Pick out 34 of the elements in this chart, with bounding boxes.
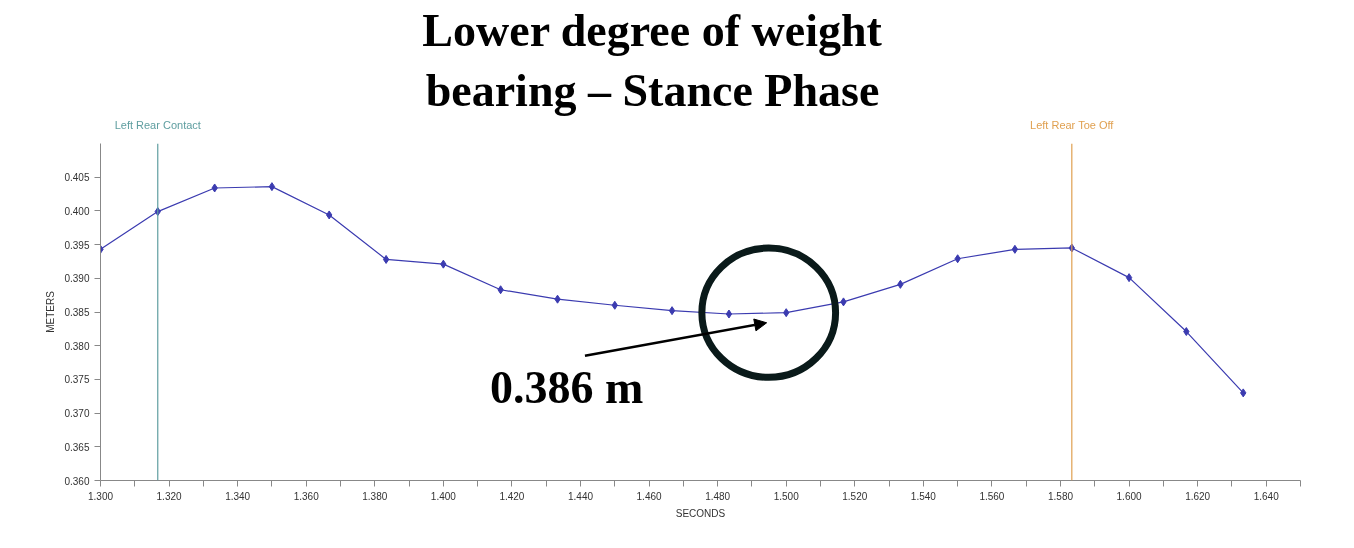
x-tick-label: 1.340 bbox=[225, 490, 251, 502]
y-tick-label: 0.360 bbox=[64, 475, 90, 487]
x-tick-label: 1.620 bbox=[1185, 490, 1211, 502]
x-tick-label: 1.540 bbox=[910, 490, 937, 502]
y-axis-title: METERS bbox=[45, 290, 57, 333]
x-tick-label: 1.420 bbox=[499, 490, 525, 502]
x-tick-label: 1.460 bbox=[636, 490, 663, 502]
x-tick-label: 1.580 bbox=[1047, 490, 1074, 502]
ref-line-label: Left Rear Toe Off bbox=[1030, 119, 1115, 132]
x-axis-title: SECONDS bbox=[675, 507, 726, 519]
y-tick-label: 0.390 bbox=[64, 273, 90, 285]
x-tick-label: 1.300 bbox=[87, 490, 114, 502]
y-tick-label: 0.385 bbox=[64, 307, 90, 318]
x-tick-label: 1.440 bbox=[567, 490, 594, 502]
x-tick-label: 1.500 bbox=[773, 490, 800, 502]
annotation: 0.386 m bbox=[490, 362, 644, 414]
y-tick-label: 0.375 bbox=[64, 374, 90, 386]
x-tick-label: 1.600 bbox=[1116, 490, 1143, 502]
y-tick-label: 0.395 bbox=[64, 239, 90, 251]
y-tick-label: 0.370 bbox=[64, 408, 90, 420]
x-tick-label: 1.480 bbox=[705, 490, 731, 502]
y-tick-label: 0.405 bbox=[64, 172, 90, 184]
x-tick-label: 1.360 bbox=[293, 490, 320, 502]
y-tick-label: 0.400 bbox=[64, 205, 90, 217]
x-tick-label: 1.640 bbox=[1253, 490, 1280, 502]
y-tick-label: 0.380 bbox=[64, 340, 90, 352]
y-tick-label: 0.365 bbox=[64, 441, 90, 453]
x-tick-label: 1.380 bbox=[362, 490, 388, 502]
ref-line-label: Left Rear Contact bbox=[114, 119, 201, 132]
x-tick-label: 1.400 bbox=[430, 490, 457, 502]
x-tick-label: 1.560 bbox=[979, 490, 1005, 502]
x-tick-label: 1.320 bbox=[156, 490, 183, 502]
chart-title: Lower degree of weight bearing – Stance Phase bbox=[422, 4, 883, 117]
x-tick-label: 1.520 bbox=[842, 490, 868, 502]
